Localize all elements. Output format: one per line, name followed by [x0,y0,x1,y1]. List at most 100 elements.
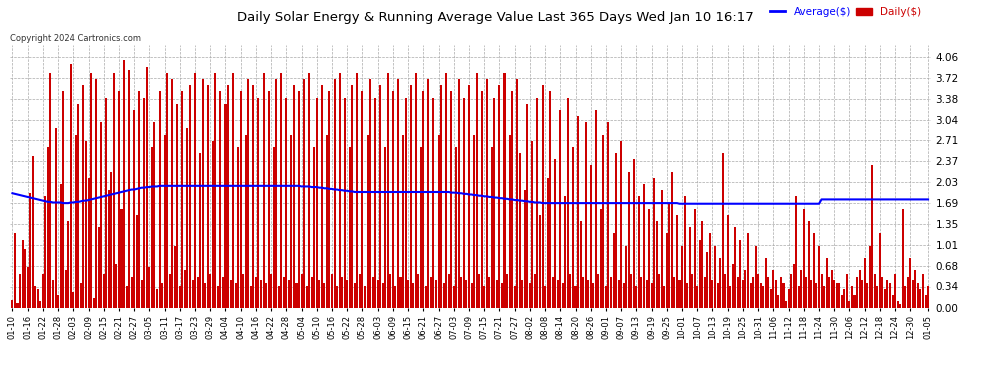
Bar [689,227,691,308]
Bar [610,277,612,308]
Bar [925,295,927,307]
Bar [209,273,211,308]
Bar [40,302,42,307]
Bar [278,286,280,308]
Bar [366,135,368,308]
Bar [402,135,404,308]
Bar [150,147,152,308]
Bar [874,273,876,308]
Bar [47,147,49,308]
Bar [501,283,503,308]
Bar [904,286,906,308]
Bar [655,221,657,308]
Bar [724,273,727,308]
Bar [342,277,344,308]
Bar [719,258,721,308]
Bar [628,172,630,308]
Bar [795,196,797,308]
Bar [777,295,779,307]
Bar [389,273,391,308]
Bar [303,79,305,308]
Bar [433,98,435,308]
Bar [387,73,389,308]
Bar [881,277,883,308]
Bar [478,273,480,308]
Bar [712,280,714,308]
Bar [811,280,813,308]
Bar [225,104,227,308]
Bar [128,70,130,308]
Bar [417,273,420,308]
Bar [435,280,437,308]
Bar [359,273,361,308]
Bar [280,73,282,308]
Bar [45,196,47,308]
Bar [144,98,146,308]
Bar [118,92,120,308]
Bar [889,283,891,308]
Bar [220,92,222,308]
Bar [770,289,772,308]
Bar [876,286,878,308]
Bar [306,286,308,308]
Bar [668,202,670,308]
Bar [361,92,363,308]
Bar [717,283,719,308]
Bar [491,147,493,308]
Bar [521,280,524,308]
Bar [131,277,133,308]
Bar [699,240,701,308]
Bar [709,233,711,308]
Bar [257,98,259,308]
Bar [826,258,828,308]
Bar [212,141,214,308]
Bar [174,246,176,308]
Bar [645,280,647,308]
Bar [103,273,105,308]
Bar [353,283,355,308]
Bar [331,273,333,308]
Bar [35,286,37,308]
Bar [392,92,394,308]
Bar [532,141,534,308]
Bar [336,286,339,308]
Bar [631,273,633,308]
Bar [567,98,569,308]
Bar [504,73,506,308]
Bar [37,289,39,308]
Bar [113,73,115,308]
Bar [430,277,432,308]
Bar [57,295,59,307]
Bar [267,92,269,308]
Bar [742,280,743,308]
Bar [14,233,16,308]
Bar [262,73,264,308]
Bar [605,286,607,308]
Bar [288,280,290,308]
Bar [93,298,95,307]
Bar [643,184,645,308]
Bar [248,79,249,308]
Bar [32,156,34,308]
Bar [238,147,240,308]
Bar [64,270,66,308]
Bar [356,73,358,308]
Bar [626,246,628,308]
Bar [194,73,196,308]
Bar [650,283,652,308]
Bar [272,147,274,308]
Bar [841,295,842,307]
Bar [24,249,26,308]
Bar [446,73,447,308]
Bar [232,73,234,308]
Bar [141,280,143,308]
Bar [374,98,376,308]
Bar [207,85,209,308]
Bar [90,73,92,308]
Bar [843,289,845,308]
Bar [592,283,594,308]
Bar [283,277,285,308]
Bar [214,73,217,308]
Bar [608,122,610,308]
Bar [907,277,909,308]
